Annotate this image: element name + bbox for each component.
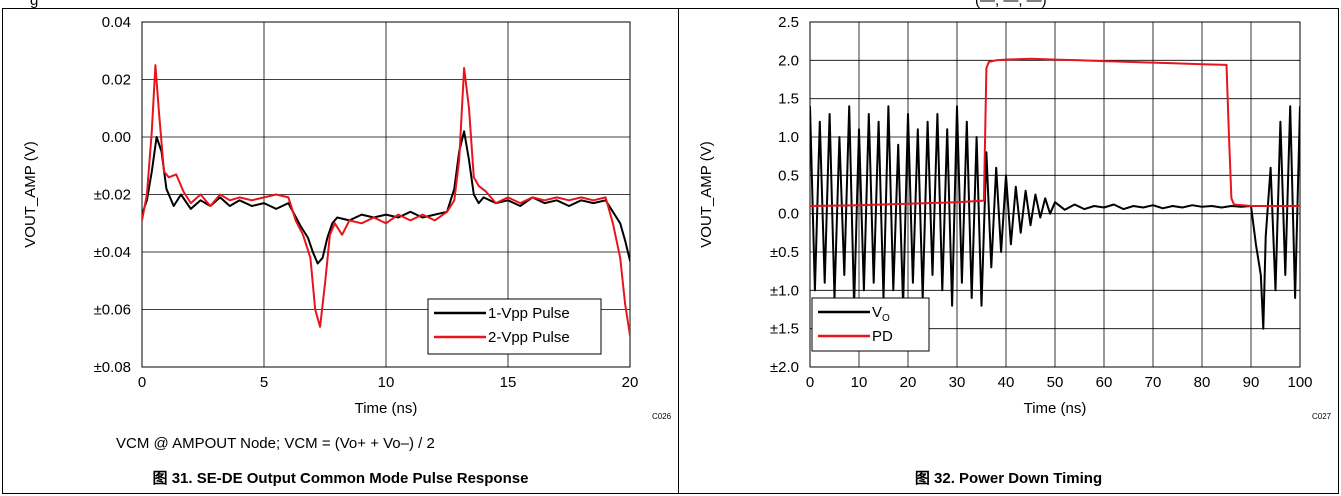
y-tick-label: ±0.06 — [94, 302, 131, 319]
series-line-0 — [810, 105, 1300, 330]
x-tick-label: 50 — [1047, 374, 1064, 391]
x-tick-label: 0 — [806, 374, 814, 391]
chart-32: 0 10 20 30 40 50 60 70 80 90 100 2.5 2.0 1.5 1.0 0.5 0.0… — [698, 14, 1313, 417]
top-strip: g (—, —, —) — [0, 0, 1341, 8]
legend-box — [427, 298, 602, 355]
y-tick-label: 2.0 — [778, 52, 799, 69]
x-tick-label: 15 — [500, 374, 517, 391]
x-tick-label: 10 — [378, 374, 395, 391]
plot-frame — [141, 21, 631, 368]
series-line-1 — [142, 64, 630, 337]
y-tick-label: 0.04 — [102, 14, 131, 31]
y-tick-label: 1.5 — [778, 91, 799, 108]
legend-box — [811, 297, 930, 352]
y-tick-label: ±0.5 — [770, 244, 799, 261]
x-axis-label: Time (ns) — [355, 400, 418, 417]
x-tick-label: 100 — [1287, 374, 1312, 391]
x-tick-label: 70 — [1145, 374, 1162, 391]
y-tick-label: 2.5 — [778, 14, 799, 31]
chart-32-caption: 图 32. Power Down Timing — [914, 470, 1103, 487]
y-tick-label: ±1.5 — [770, 321, 799, 338]
legend-label-1: PD — [872, 328, 893, 345]
plot-frame — [809, 21, 1301, 368]
y-tick-label: 0.0 — [778, 206, 799, 223]
x-tick-label: 80 — [1194, 374, 1211, 391]
top-strip-left-text: g — [30, 0, 38, 8]
y-tick-label: 0.5 — [778, 167, 799, 184]
x-tick-label: 0 — [138, 374, 146, 391]
chart-31-code: C026 — [652, 412, 672, 421]
y-tick-label: ±0.02 — [94, 187, 131, 204]
y-axis-label: VOUT_AMP (V) — [22, 141, 39, 247]
y-tick-label: ±2.0 — [770, 359, 799, 376]
x-tick-label: 5 — [260, 374, 268, 391]
y-axis-label: VOUT_AMP (V) — [698, 141, 715, 247]
x-tick-label: 20 — [622, 374, 639, 391]
legend-label-0: 1-Vpp Pulse — [488, 305, 570, 322]
x-axis-label: Time (ns) — [1024, 400, 1087, 417]
chart-32-code: C027 — [1312, 412, 1332, 421]
chart-31-note: VCM @ AMPOUT Node; VCM = (Vo+ + Vo–) / 2 — [116, 435, 435, 452]
top-strip-right-text: (—, —, —) — [975, 0, 1047, 8]
y-tick-label: ±0.04 — [94, 244, 131, 261]
y-tick-label: ±0.08 — [94, 359, 131, 376]
x-tick-label: 40 — [998, 374, 1015, 391]
x-tick-label: 90 — [1243, 374, 1260, 391]
legend-label-1: 2-Vpp Pulse — [488, 329, 570, 346]
figure-31-panel: 0 5 10 15 20 0.04 0.02 0.00 ±0.02 ±0.04 ±0.06 ±0.08… — [2, 8, 679, 494]
x-tick-label: 60 — [1096, 374, 1113, 391]
x-tick-label: 30 — [949, 374, 966, 391]
figure-32-panel: 0 10 20 30 40 50 60 70 80 90 100 2.5 2.0 1.5 1.0 0.5 0.0… — [678, 8, 1339, 494]
chart-31-caption: 图 31. SE-DE Output Common Mode Pulse Res… — [152, 470, 529, 487]
y-tick-label: ±1.0 — [770, 282, 799, 299]
x-tick-label: 10 — [851, 374, 868, 391]
series-line-1 — [810, 57, 1300, 207]
y-tick-label: 1.0 — [778, 129, 799, 146]
y-tick-label: 0.02 — [102, 72, 131, 89]
y-tick-label: 0.00 — [102, 129, 131, 146]
x-tick-label: 20 — [900, 374, 917, 391]
chart-31: 0 5 10 15 20 0.04 0.02 0.00 ±0.02 ±0.04 ±0.06 ±0.08… — [22, 14, 639, 417]
